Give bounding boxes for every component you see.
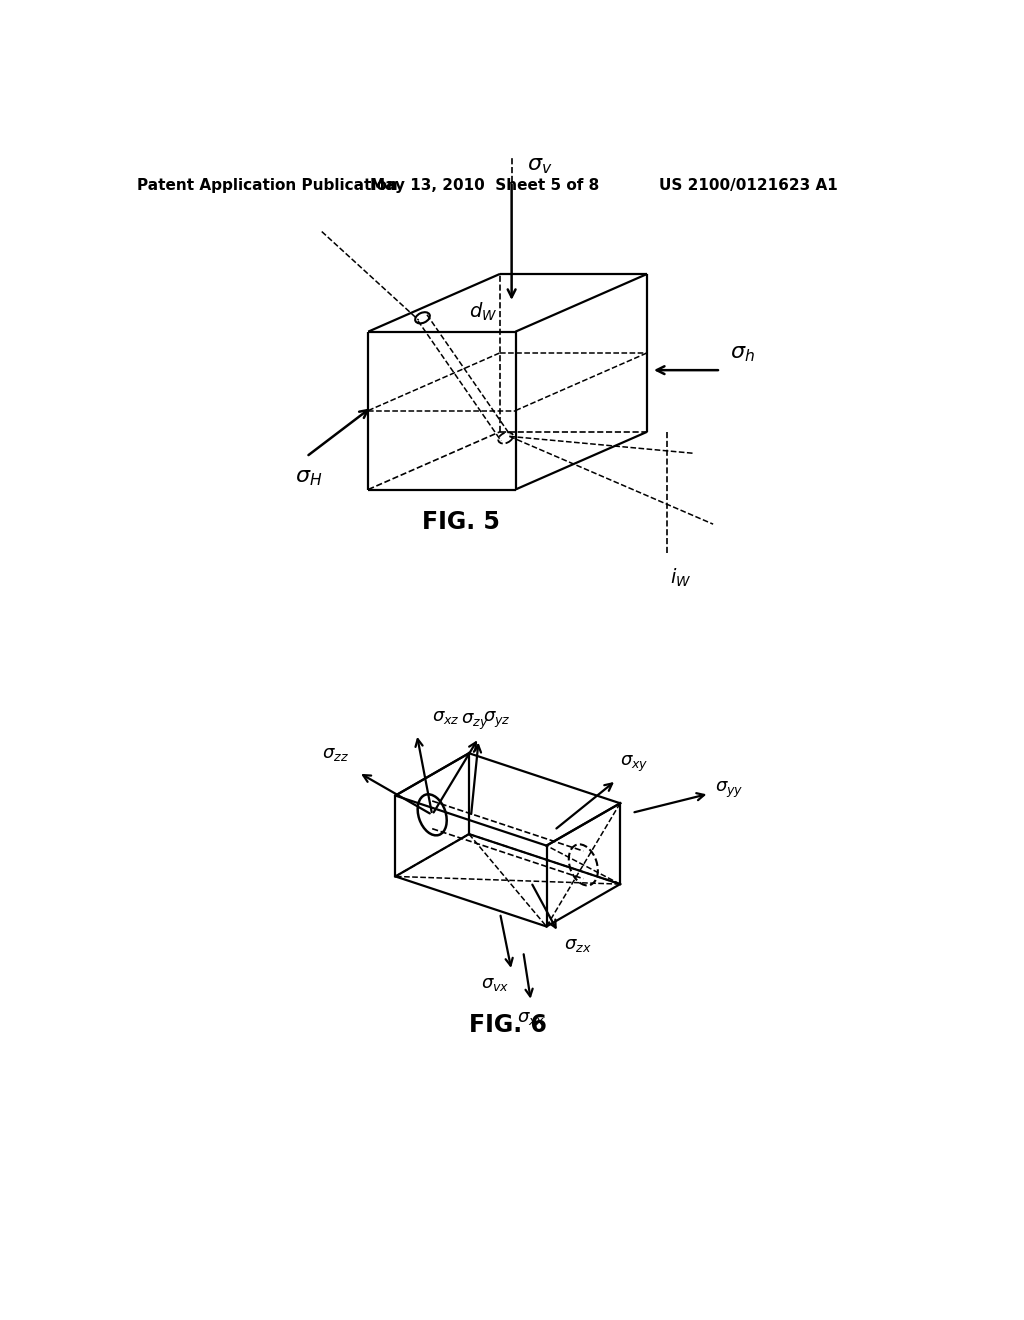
Text: FIG. 5: FIG. 5	[422, 510, 500, 533]
Text: $\sigma_v$: $\sigma_v$	[527, 156, 553, 176]
Text: $\sigma_{yy}$: $\sigma_{yy}$	[716, 780, 743, 800]
Text: $\sigma_{zz}$: $\sigma_{zz}$	[323, 746, 349, 763]
Text: $d_W$: $d_W$	[469, 301, 498, 323]
Text: $\sigma_h$: $\sigma_h$	[730, 345, 755, 364]
Text: $i_W$: $i_W$	[671, 566, 692, 589]
Text: $\sigma_{zy}$: $\sigma_{zy}$	[461, 711, 488, 733]
Text: $\sigma_{xz}$: $\sigma_{xz}$	[432, 709, 460, 726]
Text: $\sigma_H$: $\sigma_H$	[295, 469, 322, 488]
Text: $\sigma_{xy}$: $\sigma_{xy}$	[621, 754, 648, 774]
Text: $\sigma_{yz}$: $\sigma_{yz}$	[482, 710, 510, 730]
Text: FIG. 6: FIG. 6	[469, 1012, 547, 1036]
Text: May 13, 2010  Sheet 5 of 8: May 13, 2010 Sheet 5 of 8	[370, 178, 599, 193]
Text: $\sigma_{xx}$: $\sigma_{xx}$	[517, 1010, 545, 1027]
Text: $\sigma_{vx}$: $\sigma_{vx}$	[480, 974, 509, 993]
Text: US 2100/0121623 A1: US 2100/0121623 A1	[658, 178, 838, 193]
Text: $\sigma_{zx}$: $\sigma_{zx}$	[564, 936, 592, 954]
Text: Patent Application Publication: Patent Application Publication	[137, 178, 398, 193]
